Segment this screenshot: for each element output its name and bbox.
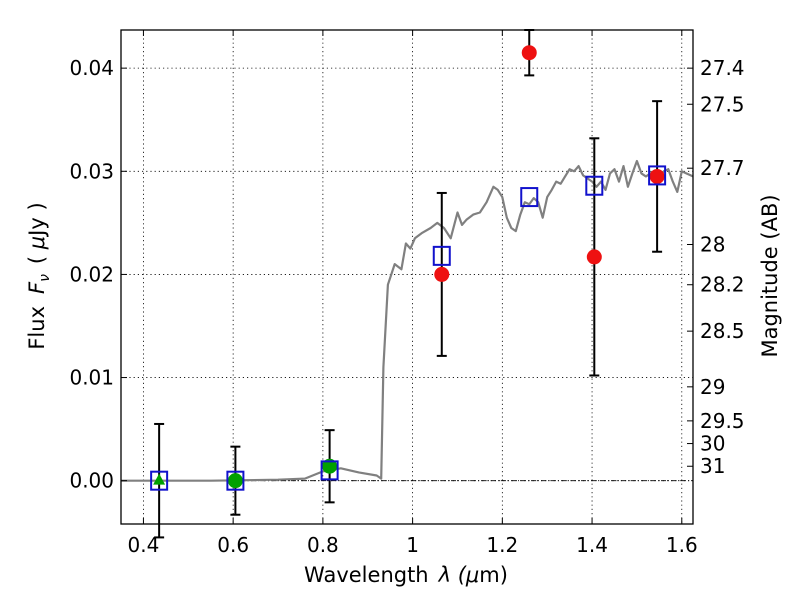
y-tick-label: 0.04 (69, 56, 114, 80)
y-axis-title-unit-open: ( (25, 249, 49, 264)
y2-tick-label: 27.4 (700, 56, 745, 80)
grid (121, 30, 693, 524)
x-axis-title-mu: μ (465, 563, 479, 587)
x-axis-title-main: Wavelength (304, 563, 429, 587)
x-tick-label: 1.4 (576, 533, 608, 557)
data-point-circle (521, 45, 537, 61)
y-ticks: 0.00 0.01 0.02 0.03 0.04 (69, 56, 127, 493)
x-tick-label: 0.8 (307, 533, 339, 557)
plot-frame (120, 29, 694, 525)
y2-tick-label: 27.7 (700, 156, 745, 180)
y-tick-label: 0.02 (69, 262, 114, 286)
y2-tick-label: 31 (700, 454, 725, 478)
model-point-square (320, 460, 339, 481)
y2-tick-label: 29 (700, 375, 725, 399)
x-tick-label: 0.6 (217, 533, 249, 557)
model-point-square (648, 165, 667, 186)
model-point-square (520, 187, 539, 208)
y-axis-title-sub: ν (37, 274, 53, 282)
x-tick-label: 0.4 (128, 533, 160, 557)
data-point-circle (434, 266, 450, 282)
y2-tick-label: 27.5 (700, 92, 745, 116)
data-point-circle (322, 458, 338, 474)
data-point-circle (586, 249, 602, 265)
data-point-triangle (153, 473, 166, 485)
y2-axis-title: Magnitude (AB) (758, 194, 782, 357)
model-point-square (226, 470, 245, 491)
x-axis-title-symbol: λ ( (438, 563, 467, 587)
data-point-circle (649, 168, 665, 184)
y2-tick-label: 29.5 (700, 409, 745, 433)
y-axis-title-unit-mu: μ (25, 236, 49, 250)
y-tick-label: 0.00 (69, 469, 114, 493)
y-axis-title-f: F (25, 281, 49, 294)
data-point-circle (227, 473, 243, 489)
template-spectrum (121, 159, 694, 482)
y-tick-label: 0.03 (69, 159, 114, 183)
x-ticks: 0.4 0.6 0.8 1 1.2 1.4 1.6 (128, 30, 698, 557)
y2-tick-label: 28.2 (700, 273, 745, 297)
spectrum-line (121, 159, 694, 482)
y2-tick-label: 28 (700, 233, 725, 257)
x-axis-title: Wavelength λ (μm) (304, 563, 508, 587)
y-axis-title-main: Flux (25, 306, 49, 350)
y-axis-title-unit-rest: Jy ) (25, 202, 49, 238)
x-tick-label: 1.2 (486, 533, 518, 557)
model-point-square (585, 175, 604, 196)
x-tick-label: 1.6 (666, 533, 698, 557)
observed-points (153, 45, 665, 489)
model-points (150, 165, 667, 491)
model-point-square (432, 245, 451, 266)
x-tick-label: 1 (406, 533, 419, 557)
y-axis-title: Flux Fν ( μJy ) (25, 202, 53, 349)
error-bars (154, 29, 663, 539)
y2-tick-label: 30 (700, 432, 725, 456)
x-axis-title-unit: m) (479, 563, 508, 587)
model-point-square (150, 470, 169, 491)
y-tick-label: 0.01 (69, 366, 114, 390)
y2-tick-label: 28.5 (700, 319, 745, 343)
